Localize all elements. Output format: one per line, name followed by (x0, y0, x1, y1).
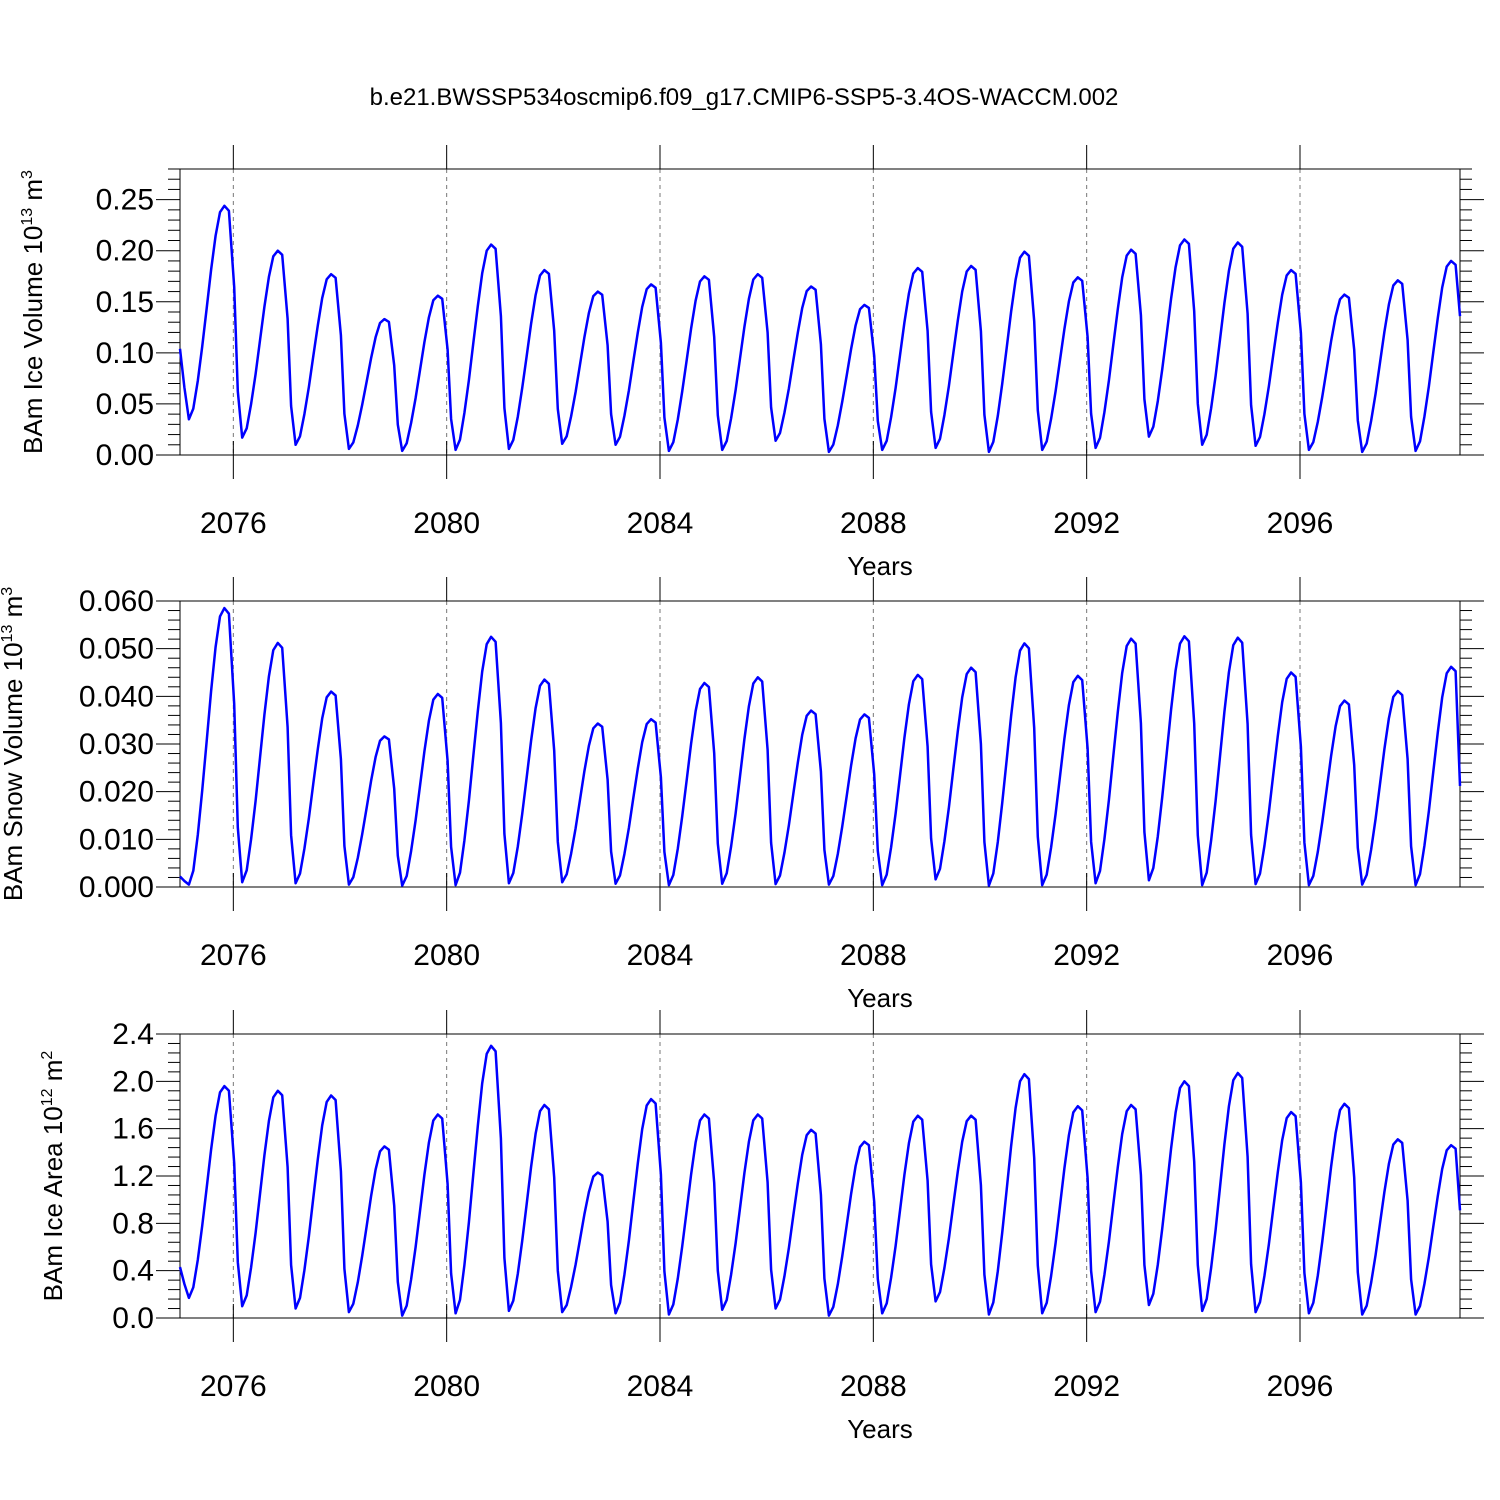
x-tick-label-2092: 2092 (1053, 939, 1120, 972)
y-tick-label-4: 1.6 (112, 1113, 154, 1146)
x-tick-label-2080: 2080 (413, 507, 480, 540)
y-tick-label-2: 0.10 (96, 337, 154, 370)
y-axis-title-unit: m (38, 1060, 68, 1089)
x-tick-label-2096: 2096 (1267, 1370, 1334, 1403)
y-tick-label-4: 0.20 (96, 235, 154, 268)
x-tick-label-2096: 2096 (1267, 507, 1334, 540)
y-tick-label-2: 0.020 (79, 776, 154, 809)
y-axis-title-exp: 13 (0, 625, 16, 643)
y-tick-label-0: 0.0 (112, 1302, 154, 1335)
y-axis-title-main: BAm Ice Area 10 (38, 1106, 68, 1301)
y-tick-label-6: 2.4 (112, 1018, 154, 1051)
y-tick-label-3: 0.15 (96, 286, 154, 319)
x-axis-title: Years (847, 551, 913, 581)
x-tick-label-2092: 2092 (1053, 507, 1120, 540)
x-tick-label-2088: 2088 (840, 1370, 907, 1403)
plot-frame (179, 600, 1461, 888)
y-tick-label-1: 0.010 (79, 823, 154, 856)
x-tick-label-2096: 2096 (1267, 939, 1334, 972)
plot-frame (179, 168, 1461, 456)
y-tick-label-5: 2.0 (112, 1065, 154, 1098)
y-axis-title-main: BAm Snow Volume 10 (0, 642, 28, 901)
y-tick-label-1: 0.05 (96, 388, 154, 421)
y-axis-title-unit-exp: 3 (0, 587, 16, 596)
y-tick-label-6: 0.060 (79, 585, 154, 618)
y-axis-title-unit-exp: 3 (19, 170, 36, 179)
y-tick-label-3: 0.030 (79, 728, 154, 761)
y-tick-label-0: 0.00 (96, 439, 154, 472)
x-tick-label-2076: 2076 (200, 507, 267, 540)
y-axis-title-exp: 12 (39, 1088, 56, 1106)
y-tick-label-5: 0.25 (96, 184, 154, 217)
y-tick-label-5: 0.050 (79, 633, 154, 666)
y-tick-label-0: 0.000 (79, 871, 154, 904)
y-axis-title: BAm Ice Volume 1013 m3 (18, 170, 48, 454)
series-line-snow-volume (179, 606, 1462, 887)
x-tick-label-2080: 2080 (413, 1370, 480, 1403)
x-tick-label-2076: 2076 (200, 939, 267, 972)
x-axis-title: Years (847, 1414, 913, 1444)
y-axis-title-main: BAm Ice Volume 10 (18, 226, 48, 454)
x-tick-label-2088: 2088 (840, 507, 907, 540)
x-tick-label-2084: 2084 (627, 939, 694, 972)
figure-title: b.e21.BWSSP534oscmip6.f09_g17.CMIP6-SSP5… (370, 84, 1119, 111)
x-tick-label-2084: 2084 (627, 507, 694, 540)
y-tick-label-2: 0.8 (112, 1207, 154, 1240)
x-tick-label-2092: 2092 (1053, 1370, 1120, 1403)
y-axis-title-exp: 13 (19, 208, 36, 226)
y-axis-title: BAm Ice Area 1012 m2 (38, 1051, 68, 1302)
y-axis-title: BAm Snow Volume 1013 m3 (0, 587, 28, 901)
y-axis-title-unit-exp: 2 (39, 1051, 56, 1060)
x-tick-label-2080: 2080 (413, 939, 480, 972)
y-tick-label-3: 1.2 (112, 1160, 154, 1193)
y-tick-label-1: 0.4 (112, 1255, 154, 1288)
y-axis-title-unit: m (0, 596, 28, 625)
x-axis-title: Years (847, 983, 913, 1013)
x-tick-label-2076: 2076 (200, 1370, 267, 1403)
y-axis-title-unit: m (18, 179, 48, 208)
y-tick-label-4: 0.040 (79, 680, 154, 713)
series-line-ice-area (178, 1044, 1462, 1317)
series-line-ice-volume (178, 204, 1462, 454)
x-tick-label-2088: 2088 (840, 939, 907, 972)
panel-ice-volume: 2076 2080 2084 2088 2092 2096 0.00 0.05 0.10 0.15… (18, 145, 1484, 581)
panel-ice-area: 2076 2080 2084 2088 2092 2096 0.0 0.4 0.8 1.2 1.6 2… (38, 1010, 1484, 1444)
panel-snow-volume: 2076 2080 2084 2088 2092 2096 0.000 0.010 0.020 0… (0, 577, 1484, 1013)
x-tick-label-2084: 2084 (627, 1370, 694, 1403)
